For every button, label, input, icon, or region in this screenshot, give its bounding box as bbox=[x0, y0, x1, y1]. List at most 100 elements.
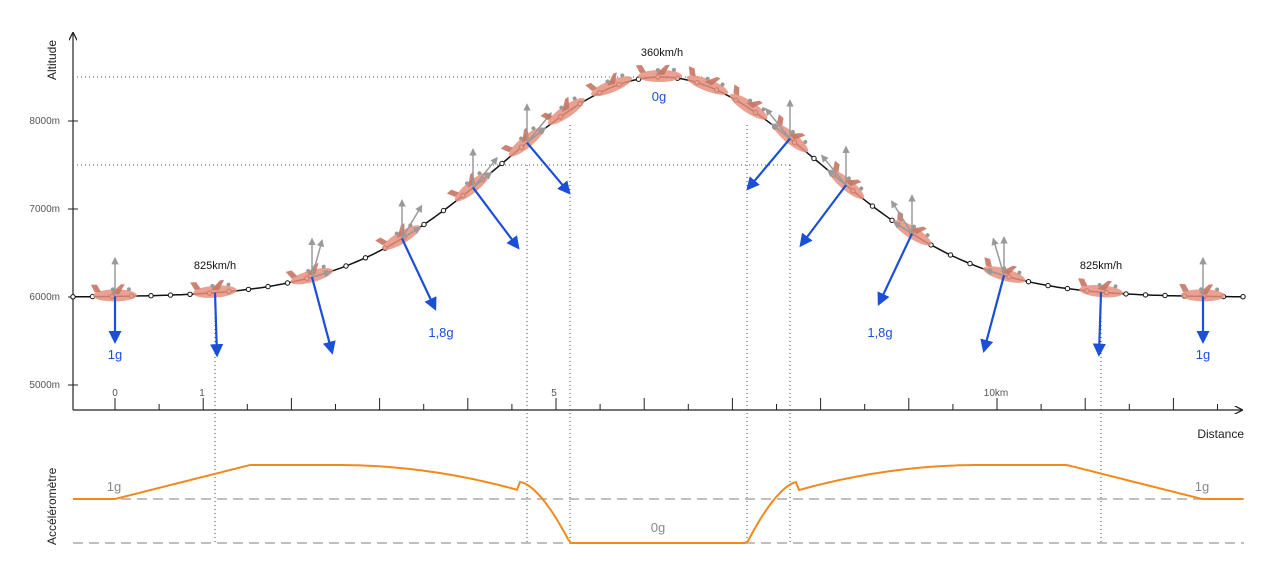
aircraft-icon bbox=[635, 64, 682, 83]
tangent-component-arrow bbox=[892, 221, 913, 235]
aircraft-marker bbox=[1215, 287, 1220, 292]
altitude-tick-label: 5000m bbox=[29, 380, 60, 391]
aircraft-group bbox=[686, 66, 729, 95]
weight-force-arrow bbox=[799, 184, 847, 248]
g-label-top: 0g bbox=[652, 89, 666, 104]
tangent-component-arrow bbox=[826, 169, 847, 186]
normal-component-arrow bbox=[820, 154, 847, 186]
weight-force-arrow bbox=[980, 275, 1006, 354]
aircraft-tail bbox=[446, 189, 459, 198]
aircraft-wing bbox=[704, 76, 721, 86]
normal-component-arrow bbox=[991, 237, 1005, 276]
g-label-mid-left: 1,8g bbox=[428, 325, 453, 340]
trajectory-dot bbox=[1123, 291, 1129, 297]
aircraft-marker bbox=[519, 136, 524, 141]
aircraft-marker bbox=[620, 73, 625, 78]
distance-tick-label: 10km bbox=[984, 388, 1008, 399]
aircraft-marker bbox=[1017, 270, 1022, 275]
trajectory-dot bbox=[421, 221, 427, 228]
aircraft-tail bbox=[1078, 278, 1088, 287]
aircraft-icon bbox=[686, 66, 729, 95]
aircraft-icon bbox=[585, 72, 633, 97]
aircraft-group bbox=[375, 199, 437, 311]
accel-label-1g-left: 1g bbox=[107, 479, 121, 494]
aircraft-fuselage bbox=[637, 70, 682, 83]
normal-component-arrow bbox=[890, 200, 913, 235]
aircraft-group bbox=[980, 235, 1026, 354]
aircraft-tail bbox=[585, 82, 598, 92]
trajectory-dot bbox=[1045, 282, 1051, 289]
aircraft-group bbox=[446, 148, 520, 250]
trajectory-dot bbox=[499, 160, 505, 167]
trajectory-curve bbox=[72, 76, 1241, 298]
aircraft-tail bbox=[733, 84, 740, 96]
altitude-tick-label: 6000m bbox=[29, 292, 60, 303]
trajectory-dot bbox=[1240, 294, 1246, 300]
trajectory-dot bbox=[187, 291, 193, 297]
trajectory-dot bbox=[148, 293, 154, 299]
aircraft-group bbox=[1078, 278, 1124, 357]
aircraft-wing bbox=[655, 64, 670, 75]
trajectory-dot bbox=[362, 255, 369, 261]
aircraft-fuselage bbox=[1079, 284, 1124, 298]
aircraft-fuselage bbox=[192, 285, 237, 298]
trajectory-dots bbox=[70, 74, 1246, 300]
aircraft-marker bbox=[720, 82, 725, 87]
weight-force-arrow bbox=[310, 276, 336, 355]
tangent-component-arrow bbox=[401, 226, 422, 240]
tangent-component-arrow bbox=[526, 127, 547, 144]
aircraft-marker bbox=[572, 96, 577, 101]
aircraft-marker bbox=[1097, 283, 1102, 288]
aircraft-marker bbox=[748, 98, 753, 103]
altitude-tick-labels: 8000m 7000m 6000m 5000m bbox=[29, 116, 60, 391]
speed-label-right: 825km/h bbox=[1080, 260, 1122, 272]
aircraft-marker bbox=[803, 139, 808, 144]
aircraft-tail bbox=[1179, 283, 1190, 293]
x-axis-ticks bbox=[114, 398, 1218, 410]
normal-component-arrow bbox=[765, 107, 791, 140]
weight-force-arrow bbox=[210, 292, 224, 358]
altitude-tick-label: 7000m bbox=[29, 204, 60, 215]
weight-force-arrow bbox=[526, 141, 571, 195]
aircraft-group bbox=[877, 194, 932, 307]
aircraft-icon bbox=[1078, 278, 1124, 298]
aircraft-tail bbox=[90, 284, 101, 293]
aircraft-tail bbox=[688, 66, 696, 77]
aircraft-tail bbox=[190, 282, 201, 291]
aircraft-fuselage bbox=[686, 75, 729, 95]
aircraft-fuselage bbox=[729, 93, 768, 120]
trajectory-dot bbox=[440, 207, 447, 214]
distance-tick-label: 1 bbox=[199, 388, 205, 399]
aircraft-icon bbox=[190, 279, 237, 298]
aircraft-group bbox=[540, 96, 585, 125]
aircraft-tail bbox=[635, 65, 646, 74]
aircraft-group bbox=[585, 72, 633, 97]
aircraft-wing bbox=[1001, 265, 1017, 275]
aircraft-fuselage bbox=[591, 76, 633, 97]
normal-component-arrow bbox=[401, 204, 423, 239]
weight-force-arrow bbox=[1092, 292, 1106, 357]
aircraft-marker bbox=[465, 181, 470, 186]
aircraft-tail bbox=[375, 237, 388, 246]
normal-component-arrow bbox=[311, 239, 325, 278]
aircraft-marker bbox=[321, 264, 326, 269]
tangent-component-arrow bbox=[311, 270, 332, 278]
aircraft-group bbox=[190, 279, 237, 358]
aircraft-positions bbox=[90, 64, 1226, 358]
aircraft-group bbox=[635, 64, 682, 83]
aircraft-marker bbox=[671, 67, 676, 72]
distance-tick-labels: 0 1 5 10km bbox=[112, 388, 1008, 399]
trajectory-dot bbox=[167, 292, 174, 298]
aircraft-fuselage bbox=[547, 98, 585, 125]
vertical-guides bbox=[214, 125, 1102, 543]
aircraft-marker bbox=[859, 186, 864, 191]
aircraft-group bbox=[500, 103, 571, 195]
aircraft-marker bbox=[531, 126, 536, 131]
trajectory-dot bbox=[889, 217, 895, 224]
aircraft-marker bbox=[477, 171, 482, 176]
x-axis-title: Distance bbox=[1197, 427, 1244, 441]
trajectory-dot bbox=[343, 263, 349, 269]
accelerometer-curve bbox=[73, 464, 1243, 544]
aircraft-group bbox=[285, 237, 336, 355]
aircraft-wing bbox=[1097, 280, 1112, 291]
